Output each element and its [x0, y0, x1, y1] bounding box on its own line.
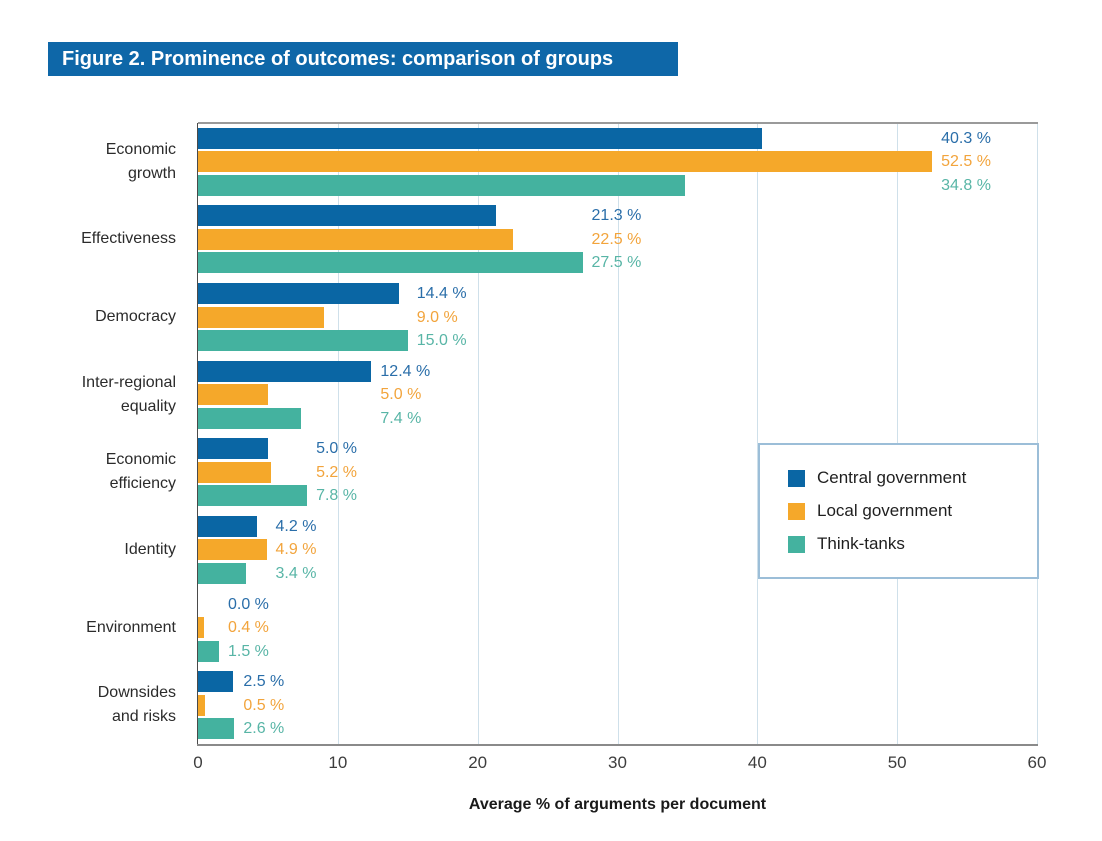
gridline [1037, 123, 1038, 744]
legend-label-central-government: Central government [817, 468, 967, 487]
bar-value-label: 14.4 % [416, 285, 467, 303]
bar-value-label: 5.0 % [316, 440, 357, 458]
y-axis-line [196, 123, 198, 744]
legend-swatch-central-government-icon [788, 469, 805, 487]
bar-value-label: 34.8 % [941, 176, 991, 194]
legend-entry-local-government: Local government [788, 501, 1037, 520]
legend-entry-central-government: Central government [788, 468, 1037, 487]
bar-value-label: 4.2 % [275, 517, 317, 535]
bar-local-government [198, 306, 324, 328]
bar-value-label: 1.5 % [227, 642, 269, 660]
x-tick-label: 20 [468, 753, 488, 772]
bar-value-label: 2.5 % [243, 673, 285, 691]
x-tick-label: 30 [608, 753, 627, 772]
category-label: Democracy [95, 308, 176, 326]
bar-think-tanks [198, 640, 219, 662]
bar-value-label: 3.4 % [275, 564, 317, 582]
bar-central-government [198, 671, 233, 693]
bar-central-government [198, 205, 496, 227]
bar-value-label: 52.5 % [941, 153, 991, 171]
bar-think-tanks [198, 485, 308, 507]
bar-think-tanks [198, 718, 235, 740]
category-label: Effectiveness [81, 230, 176, 248]
figure-title-banner: Figure 2. Prominence of outcomes: compar… [48, 42, 678, 76]
bar-value-label: 0.0 % [227, 595, 269, 613]
bar-local-government [198, 384, 268, 406]
plot-top-border [198, 122, 1038, 124]
bar-think-tanks [198, 330, 408, 352]
bar-think-tanks [198, 562, 246, 584]
legend-swatch-think-tanks-icon [788, 535, 805, 553]
bar-value-label: 21.3 % [591, 207, 642, 225]
legend-swatch-local-government-icon [788, 502, 805, 520]
bar-value-label: 12.4 % [380, 362, 431, 380]
bar-central-government [198, 283, 400, 305]
bar-think-tanks [198, 174, 685, 196]
gridline [617, 123, 619, 744]
x-tick-label: 50 [887, 753, 907, 772]
bar-local-government [198, 228, 513, 250]
bar-local-government [198, 617, 204, 639]
x-tick-label: 0 [193, 753, 203, 772]
bar-value-label: 7.8 % [316, 487, 357, 505]
x-axis-title: Average % of arguments per document [468, 796, 767, 813]
x-tick-label: 40 [747, 753, 767, 772]
gridline [757, 123, 759, 744]
bar-think-tanks [198, 407, 302, 429]
gridline [897, 123, 899, 744]
bar-value-label: 22.5 % [591, 230, 642, 248]
x-tick-label: 60 [1027, 753, 1047, 772]
bar-value-label: 0.5 % [243, 696, 285, 714]
bar-value-label: 0.4 % [227, 619, 269, 637]
figure-title: Figure 2. Prominence of outcomes: compar… [62, 48, 614, 70]
bar-think-tanks [198, 252, 583, 274]
gridline [337, 123, 339, 744]
bar-value-label: 7.4 % [380, 409, 422, 427]
bar-value-label: 5.0 % [380, 386, 422, 404]
bar-local-government [198, 151, 933, 173]
bar-value-label: 15.0 % [416, 332, 467, 350]
bar-local-government [198, 461, 271, 483]
category-label: Identity [124, 540, 176, 558]
bar-local-government [198, 694, 205, 716]
bar-central-government [198, 360, 372, 382]
legend: Central government Local government Thin… [758, 443, 1039, 579]
category-label: Economic growth [105, 140, 176, 182]
gridline [477, 123, 479, 744]
bar-value-label: 4.9 % [275, 541, 317, 559]
legend-label-local-government: Local government [817, 501, 953, 520]
bar-local-government [198, 539, 267, 561]
bar-value-label: 5.2 % [316, 463, 357, 481]
bar-value-label: 9.0 % [416, 308, 458, 326]
category-label: Downsides and risks [97, 684, 176, 726]
x-axis-line [196, 744, 1038, 746]
bar-central-government [198, 127, 762, 149]
bar-value-label: 2.6 % [243, 720, 285, 738]
bar-central-government [198, 438, 268, 460]
bar-central-government [198, 515, 257, 537]
category-label: Inter-regional equality [81, 373, 176, 415]
category-label: Environment [86, 618, 176, 636]
bar-value-label: 40.3 % [941, 129, 991, 147]
legend-label-think-tanks: Think-tanks [817, 534, 905, 553]
x-tick-label: 10 [328, 753, 348, 772]
category-label: Economic efficiency [105, 451, 176, 493]
bar-value-label: 27.5 % [591, 254, 642, 272]
legend-entry-think-tanks: Think-tanks [788, 534, 1037, 553]
